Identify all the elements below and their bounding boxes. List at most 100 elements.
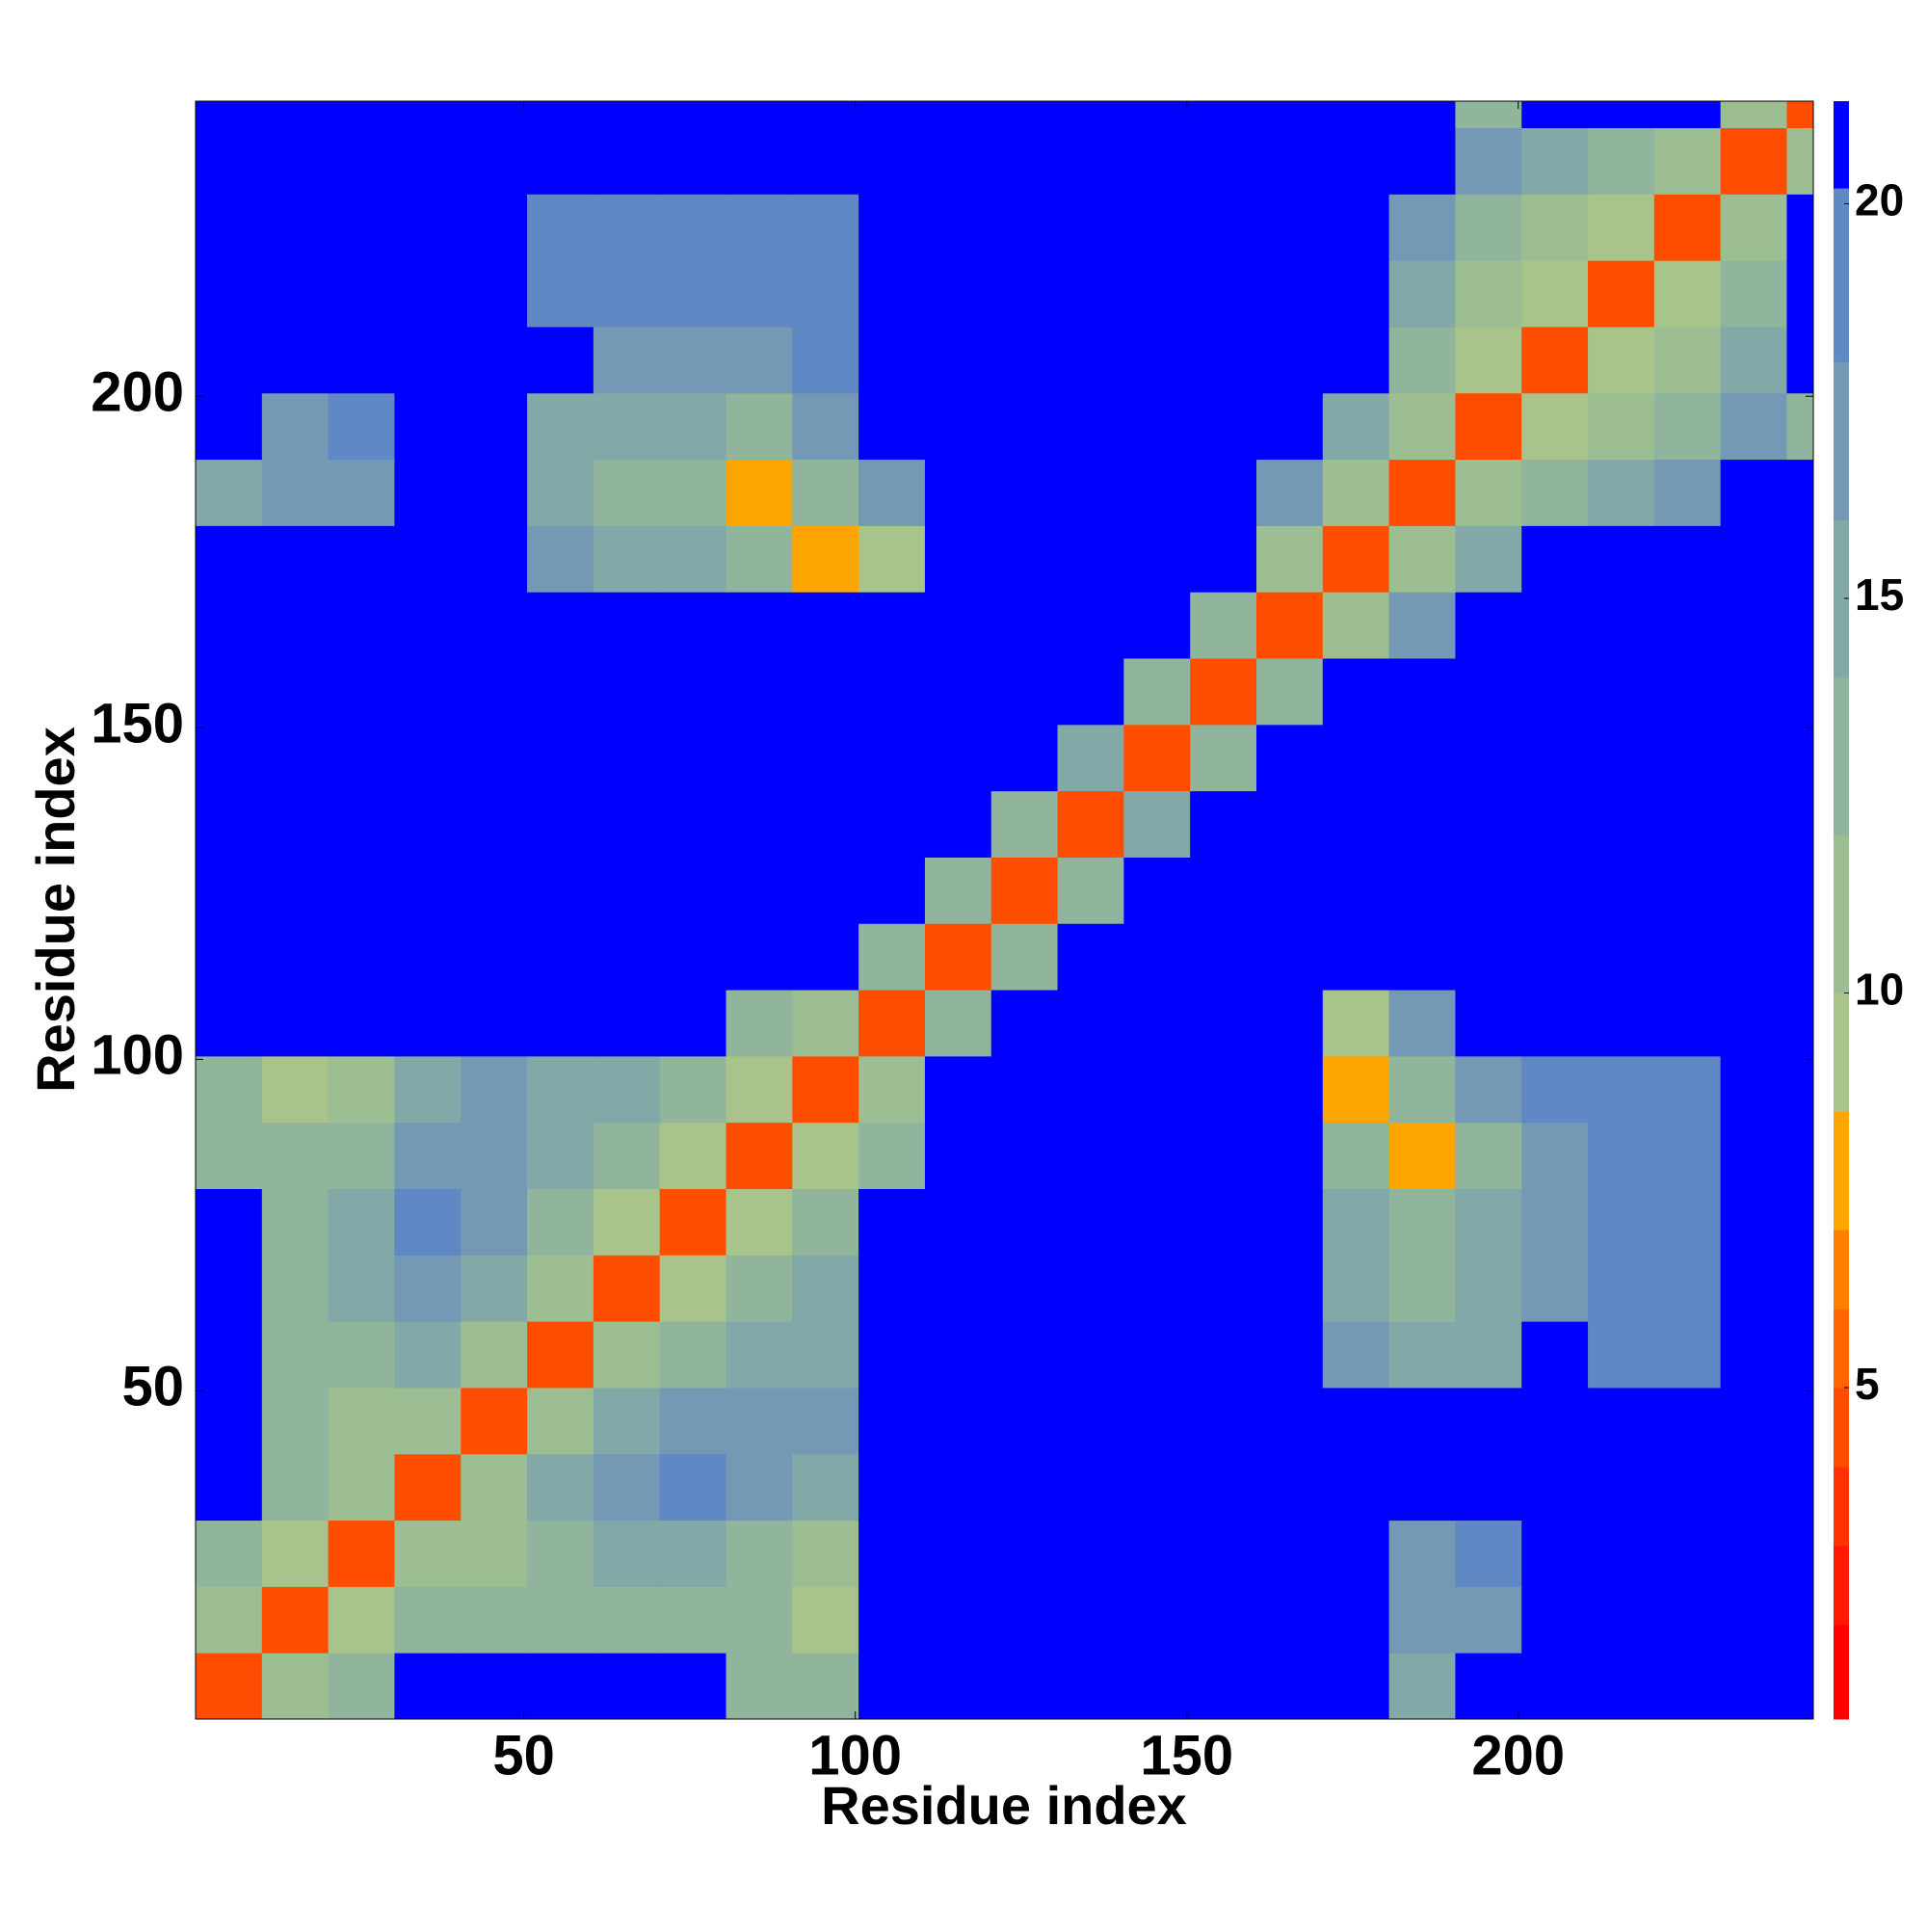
heatmap-cell bbox=[858, 857, 926, 924]
heatmap-cell bbox=[461, 459, 528, 526]
heatmap-cell bbox=[858, 392, 926, 461]
heatmap-cell bbox=[593, 525, 661, 593]
heatmap-cell bbox=[527, 1387, 594, 1455]
heatmap-cell bbox=[1786, 1188, 1813, 1256]
heatmap-cell bbox=[1521, 923, 1589, 991]
heatmap-cell bbox=[261, 1255, 330, 1322]
heatmap-cell bbox=[1190, 724, 1257, 792]
heatmap-cell bbox=[726, 260, 793, 328]
heatmap-cell bbox=[1653, 326, 1722, 394]
heatmap-cell bbox=[1388, 1387, 1456, 1455]
heatmap-cell bbox=[196, 459, 263, 526]
heatmap-cell bbox=[990, 1122, 1059, 1190]
heatmap-cell bbox=[1255, 857, 1324, 924]
heatmap-cell bbox=[1190, 1321, 1257, 1389]
heatmap-cell bbox=[1322, 127, 1390, 195]
heatmap-cell bbox=[792, 101, 859, 129]
heatmap-cell bbox=[1588, 1122, 1655, 1190]
heatmap-cell bbox=[792, 1387, 859, 1455]
heatmap-cell bbox=[990, 101, 1059, 129]
heatmap-cell bbox=[196, 326, 263, 394]
heatmap-cell bbox=[1521, 525, 1589, 593]
heatmap-cell bbox=[792, 923, 859, 991]
heatmap-cell bbox=[461, 1520, 528, 1587]
heatmap-cell bbox=[659, 1387, 726, 1455]
heatmap-cell bbox=[1123, 1122, 1191, 1190]
heatmap-cell bbox=[1521, 1520, 1589, 1587]
heatmap-cell bbox=[1653, 525, 1722, 593]
heatmap-cell bbox=[527, 1188, 594, 1256]
heatmap-cell bbox=[726, 1653, 793, 1719]
heatmap-cell bbox=[924, 1520, 992, 1587]
x-axis-title: Residue index bbox=[821, 1775, 1187, 1836]
heatmap-cell bbox=[1255, 1586, 1324, 1654]
heatmap-cell bbox=[196, 1321, 263, 1389]
heatmap-cell bbox=[196, 101, 263, 129]
heatmap-cell bbox=[394, 392, 462, 461]
heatmap-cell bbox=[659, 1055, 726, 1124]
heatmap-cell bbox=[461, 194, 528, 261]
heatmap-cell bbox=[261, 990, 330, 1057]
heatmap-cell bbox=[1720, 260, 1787, 328]
heatmap-cell bbox=[461, 857, 528, 924]
heatmap-cell bbox=[1255, 724, 1324, 792]
heatmap-cell bbox=[394, 923, 462, 991]
heatmap-cell bbox=[394, 1255, 462, 1322]
heatmap-cell bbox=[1123, 923, 1191, 991]
heatmap-cell bbox=[1588, 101, 1655, 129]
heatmap-cell bbox=[527, 260, 594, 328]
heatmap-cell bbox=[792, 1255, 859, 1322]
heatmap-cell bbox=[1588, 1255, 1655, 1322]
heatmap-cell bbox=[394, 1453, 462, 1522]
heatmap-cell bbox=[461, 790, 528, 858]
heatmap-cell bbox=[1190, 127, 1257, 195]
heatmap-cell bbox=[924, 459, 992, 526]
heatmap-cell bbox=[1720, 101, 1787, 129]
heatmap-cell bbox=[858, 724, 926, 792]
colorbar-segment bbox=[1834, 1111, 1849, 1231]
heatmap-cell bbox=[328, 724, 395, 792]
heatmap-cell bbox=[1786, 525, 1813, 593]
heatmap-cell bbox=[1388, 459, 1456, 526]
heatmap-cell bbox=[261, 101, 330, 129]
heatmap-cell bbox=[196, 1586, 263, 1654]
heatmap-cell bbox=[1123, 790, 1191, 858]
heatmap-cell bbox=[461, 1055, 528, 1124]
heatmap-cell bbox=[1255, 658, 1324, 726]
heatmap-cell bbox=[1455, 1586, 1522, 1654]
heatmap-cell bbox=[1255, 790, 1324, 858]
heatmap-cell bbox=[858, 592, 926, 659]
heatmap-cell bbox=[990, 1387, 1059, 1455]
heatmap-cell bbox=[527, 1321, 594, 1389]
heatmap-cell bbox=[1653, 127, 1722, 195]
heatmap-cell bbox=[858, 459, 926, 526]
heatmap-cell bbox=[924, 923, 992, 991]
heatmap-cell bbox=[1521, 1653, 1589, 1719]
heatmap-cell bbox=[1720, 525, 1787, 593]
heatmap-cell bbox=[858, 1321, 926, 1389]
heatmap-cell bbox=[990, 1653, 1059, 1719]
heatmap-cell bbox=[261, 923, 330, 991]
heatmap-cell bbox=[659, 459, 726, 526]
heatmap-cell bbox=[1588, 592, 1655, 659]
heatmap-cell bbox=[659, 1453, 726, 1522]
heatmap-cell bbox=[1521, 459, 1589, 526]
heatmap-cell bbox=[1388, 1255, 1456, 1322]
heatmap-cell bbox=[1123, 658, 1191, 726]
heatmap-cell bbox=[659, 1586, 726, 1654]
heatmap-cell bbox=[1455, 326, 1522, 394]
colorbar-segment bbox=[1834, 1545, 1849, 1626]
heatmap-cell bbox=[1521, 1055, 1589, 1124]
heatmap-cell bbox=[593, 101, 661, 129]
heatmap-cell bbox=[1322, 1387, 1390, 1455]
heatmap-cell bbox=[394, 459, 462, 526]
heatmap-cell bbox=[1388, 923, 1456, 991]
heatmap-cell bbox=[1388, 101, 1456, 129]
heatmap-cell bbox=[924, 260, 992, 328]
heatmap-cell bbox=[1653, 101, 1722, 129]
heatmap-cell bbox=[527, 658, 594, 726]
heatmap-cell bbox=[924, 194, 992, 261]
heatmap-cell bbox=[1521, 127, 1589, 195]
heatmap-cell bbox=[792, 658, 859, 726]
heatmap-cell bbox=[394, 525, 462, 593]
